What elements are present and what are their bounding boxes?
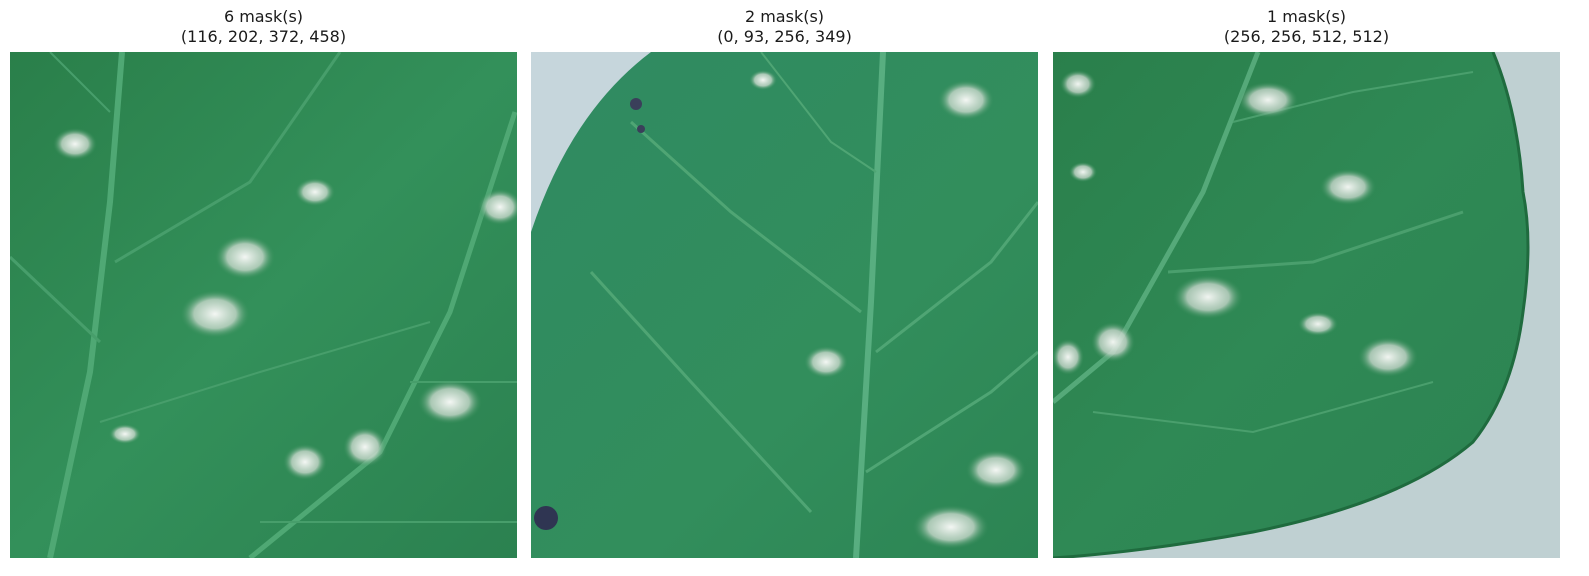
panel-3: 1 mask(s) (256, 256, 512, 512)	[1053, 0, 1560, 576]
panel-title: 2 mask(s) (0, 93, 256, 349)	[531, 7, 1038, 47]
bbox-label: (0, 93, 256, 349)	[717, 27, 852, 46]
panel-2: 2 mask(s) (0, 93, 256, 349)	[531, 0, 1038, 576]
panel-title: 1 mask(s) (256, 256, 512, 512)	[1053, 7, 1560, 47]
mask-count-label: 1 mask(s)	[1266, 7, 1347, 26]
panel-title: 6 mask(s) (116, 202, 372, 458)	[10, 7, 517, 47]
leaf-image	[1053, 52, 1560, 558]
mask-count-label: 6 mask(s)	[223, 7, 304, 26]
mask-count-label: 2 mask(s)	[744, 7, 825, 26]
leaf-image	[10, 52, 517, 558]
leaf-image	[531, 52, 1038, 558]
bbox-label: (256, 256, 512, 512)	[1223, 27, 1390, 46]
panel-1: 6 mask(s) (116, 202, 372, 458)	[10, 0, 517, 576]
bbox-label: (116, 202, 372, 458)	[180, 27, 347, 46]
